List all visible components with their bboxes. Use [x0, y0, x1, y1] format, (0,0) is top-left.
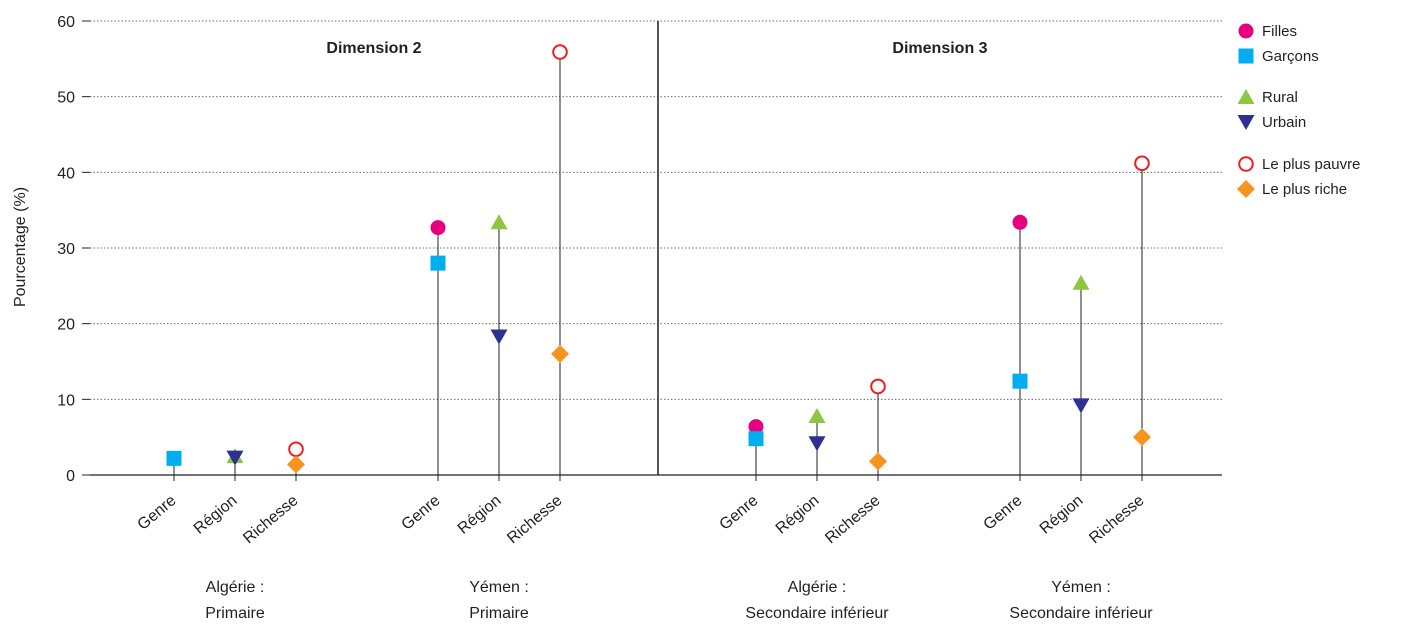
legend-marker	[1238, 23, 1254, 39]
group-label-line2: Primaire	[205, 605, 265, 622]
y-axis-title: Pourcentage (%)	[12, 187, 29, 307]
y-tick-label: 20	[57, 317, 75, 334]
point-gar-ons	[748, 431, 764, 447]
point-le-plus-riche	[869, 452, 887, 471]
group-label-line2: Secondaire inférieur	[1009, 605, 1153, 622]
point-le-plus-pauvre	[1134, 155, 1150, 172]
point-rural	[1072, 274, 1090, 290]
point-urbain	[808, 436, 826, 452]
point-gar-ons	[166, 450, 182, 466]
point-le-plus-riche	[551, 344, 569, 363]
point-le-plus-pauvre	[552, 44, 568, 60]
legend-label: Rural	[1262, 89, 1298, 106]
legend-label: Filles	[1262, 23, 1297, 40]
y-tick-label: 10	[57, 392, 75, 409]
point-gar-ons	[430, 255, 446, 271]
category-label: Genre	[135, 492, 180, 534]
group-label-line2: Primaire	[469, 605, 529, 622]
legend-marker	[1238, 48, 1254, 64]
panel-title: Dimension 2	[326, 40, 421, 57]
y-tick-label: 30	[57, 241, 75, 258]
legend-label: Urbain	[1262, 114, 1306, 131]
category-label: Richesse	[240, 492, 301, 547]
point-rural	[490, 214, 508, 230]
category-label: Richesse	[1086, 492, 1147, 547]
y-tick-label: 40	[57, 165, 75, 182]
point-filles	[748, 419, 764, 435]
legend-marker	[1238, 156, 1254, 172]
legend: Filles Garçons Rural Urbain Le plus pauvre Le…	[1237, 23, 1360, 198]
point-le-plus-riche	[287, 455, 305, 474]
category-label: Région	[1037, 492, 1087, 538]
category-label: Genre	[717, 492, 762, 534]
legend-marker	[1237, 180, 1255, 198]
legend-label: Garçons	[1262, 48, 1319, 65]
group-label-line1: Yémen :	[1051, 579, 1111, 596]
y-tick-label: 60	[57, 14, 75, 31]
point-urbain	[490, 329, 508, 345]
category-labels: Genre Région Richesse Genre Région Richesse Ge…	[135, 492, 1148, 547]
point-rural	[808, 407, 826, 423]
point-filles	[430, 220, 446, 236]
legend-marker	[1237, 89, 1255, 104]
category-label: Richesse	[504, 492, 565, 547]
markers	[166, 44, 1151, 474]
point-le-plus-riche	[1133, 428, 1151, 447]
gridlines	[90, 20, 1222, 400]
legend-marker	[1237, 115, 1255, 130]
group-label-line1: Algérie :	[206, 579, 265, 596]
point-filles	[1012, 214, 1028, 230]
category-label: Région	[191, 492, 241, 538]
group-label-line1: Algérie :	[788, 579, 847, 596]
point-gar-ons	[1012, 373, 1028, 389]
category-label: Genre	[399, 492, 444, 534]
category-label: Région	[455, 492, 505, 538]
category-label: Richesse	[822, 492, 883, 547]
point-le-plus-pauvre	[288, 441, 304, 458]
axes: 0 10 20 30 40 50 60	[57, 14, 1222, 485]
y-tick-label: 0	[66, 468, 75, 485]
legend-label: Le plus pauvre	[1262, 156, 1360, 173]
legend-label: Le plus riche	[1262, 181, 1347, 198]
panel-labels: Dimension 2 Dimension 3	[326, 40, 987, 57]
panel-title: Dimension 3	[892, 40, 987, 57]
group-labels: Algérie : Primaire Yémen : Primaire Algérie …	[205, 579, 1153, 622]
point-le-plus-pauvre	[870, 378, 886, 395]
group-label-line2: Secondaire inférieur	[745, 605, 889, 622]
point-urbain	[226, 450, 244, 466]
point-urbain	[1072, 398, 1090, 414]
category-label: Genre	[981, 492, 1026, 534]
y-tick-label: 50	[57, 90, 75, 107]
group-label-line1: Yémen :	[469, 579, 529, 596]
category-label: Région	[773, 492, 823, 538]
